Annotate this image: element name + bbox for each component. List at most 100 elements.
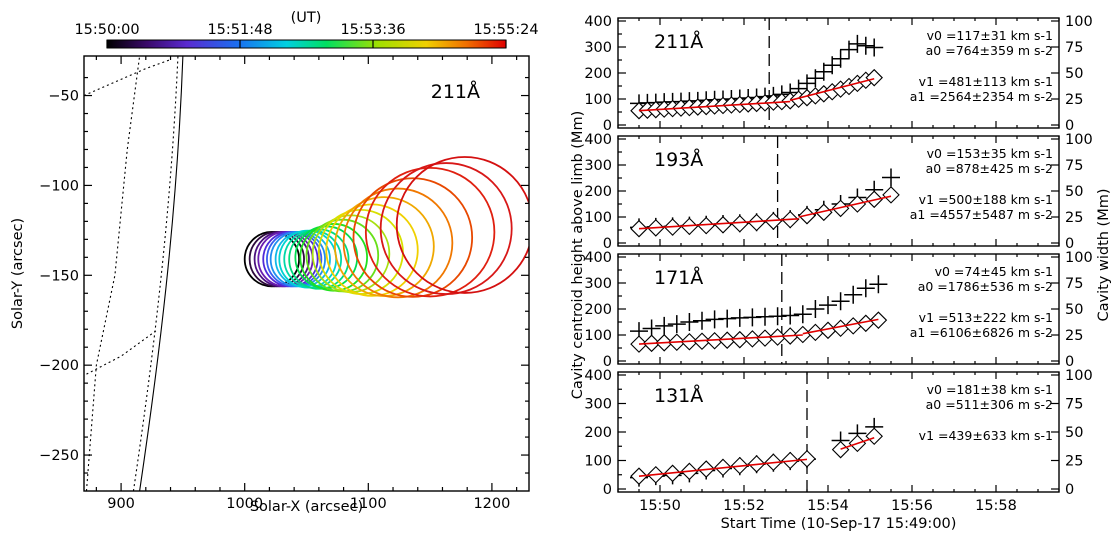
x-tick-label: 15:54 [807,498,849,514]
right-y-tick-label: 100 [1065,250,1093,266]
fit-parameter-text: a0 =1786±536 m s-2 [918,279,1053,294]
right-y-tick-label: 0 [1065,354,1074,370]
left-y-tick-label: 0 [603,482,612,498]
x-tick-label: 1100 [350,496,387,512]
panel-wavelength-label: 211Å [654,30,703,53]
right-y-tick-label: 50 [1065,302,1083,318]
left-y-tick-label: 200 [584,302,612,318]
cavity-circle [334,196,435,297]
height-point [743,330,762,348]
solar-limb-line [139,56,184,491]
cavity-circle [364,166,496,298]
y-tick-label: −200 [39,358,79,374]
y-tick-label: −50 [48,89,79,105]
right-y-tick-label: 0 [1065,482,1074,498]
fit-parameter-text: a1 =2564±2354 m s-2 [910,89,1053,104]
left-y-tick-label: 100 [584,328,612,344]
panel-wavelength-label: 193Å [654,148,703,171]
x-tick-label: 900 [107,496,135,512]
fit-parameter-text: v1 =513±222 km s-1 [919,310,1053,325]
width-point [667,315,686,334]
left-y-tick-label: 300 [584,397,612,413]
right-y-tick-label: 25 [1065,210,1083,226]
left-y-tick-label: 300 [584,158,612,174]
colorbar-tick-label: 15:51:48 [207,22,272,38]
height-point [718,331,736,349]
left-y-tick-label: 200 [584,425,612,441]
fit-parameter-text: v1 =439±633 km s-1 [919,428,1053,443]
y-tick-label: −150 [39,268,79,284]
left-y-tick-label: 400 [584,14,612,30]
right-y-tick-label: 50 [1065,425,1083,441]
fit-parameter-text: a0 =878±425 m s-2 [926,161,1053,176]
left-y-tick-label: 0 [603,354,612,370]
y-tick-label: −250 [39,448,79,464]
width-point [806,300,825,318]
height-point [705,331,724,350]
panel-wavelength-label: 211Å [431,80,480,103]
width-point [865,38,884,57]
y-axis-label: Solar-Y (arcsec) [10,218,26,329]
width-point [819,296,837,315]
colorbar-label: (UT) [291,10,322,26]
width-point [793,305,812,324]
x-axis-label: Start Time (10-Sep-17 15:49:00) [721,516,957,532]
height-point [882,186,900,204]
right-y-tick-label: 25 [1065,454,1083,470]
height-point [865,427,883,446]
right-y-tick-label: 100 [1065,14,1093,30]
right-y-tick-label: 75 [1065,276,1083,292]
width-point [882,168,900,187]
width-point [831,49,850,68]
height-point [714,216,732,234]
time-series-panel [630,136,900,246]
y-tick-label: −100 [39,178,79,194]
grid-dotted-line [132,56,179,491]
cavity-circle [342,187,454,299]
fit-parameter-text: v0 =181±38 km s-1 [927,382,1053,397]
width-point [856,279,875,298]
panel-wavelength-label: 171Å [654,266,703,289]
fit-line [638,100,791,112]
fit-line [638,458,808,477]
grid-dotted-line [84,59,171,97]
left-y-tick-label: 200 [584,184,612,200]
fit-line [638,218,799,230]
fit-parameter-text: v0 =153±35 km s-1 [927,146,1053,161]
fit-line [840,436,875,450]
grid-dotted-line [86,328,159,375]
x-tick-label: 15:52 [723,498,765,514]
left-y-tick-label: 100 [584,454,612,470]
fit-line [798,195,892,218]
fit-parameter-text: a0 =764±359 m s-2 [926,43,1053,58]
width-point [781,306,800,325]
x-tick-label: 15:56 [891,498,933,514]
x-tick-label: 15:58 [975,498,1017,514]
colorbar-tick-label: 15:50:00 [74,22,139,38]
right-y-tick-label: 50 [1065,66,1083,82]
width-point [844,285,863,304]
right-y-tick-label: 25 [1065,328,1083,344]
width-point [655,316,674,335]
right-y-tick-label: 75 [1065,397,1083,413]
width-point [848,34,867,53]
cavity-circle [379,162,513,295]
left-y-tick-label: 400 [584,132,612,148]
height-point [756,329,774,347]
circle-map-plot [84,56,529,491]
fit-line [638,334,803,345]
fit-parameter-text: v0 =74±45 km s-1 [935,264,1053,279]
right-y-tick-label: 100 [1065,132,1093,148]
left-y-tick-label: 0 [603,118,612,134]
width-point [856,36,875,55]
left-y-tick-label: 400 [584,368,612,384]
colorbar-tick-label: 15:55:24 [473,22,538,38]
height-point [831,440,850,459]
fit-line [790,77,875,102]
fit-parameter-text: a0 =511±306 m s-2 [926,397,1053,412]
grid-dotted-line [85,56,141,491]
fit-parameter-text: v0 =117±31 km s-1 [927,28,1053,43]
left-y-tick-label: 100 [584,210,612,226]
left-plot-frame [83,55,530,492]
width-point [718,309,737,328]
